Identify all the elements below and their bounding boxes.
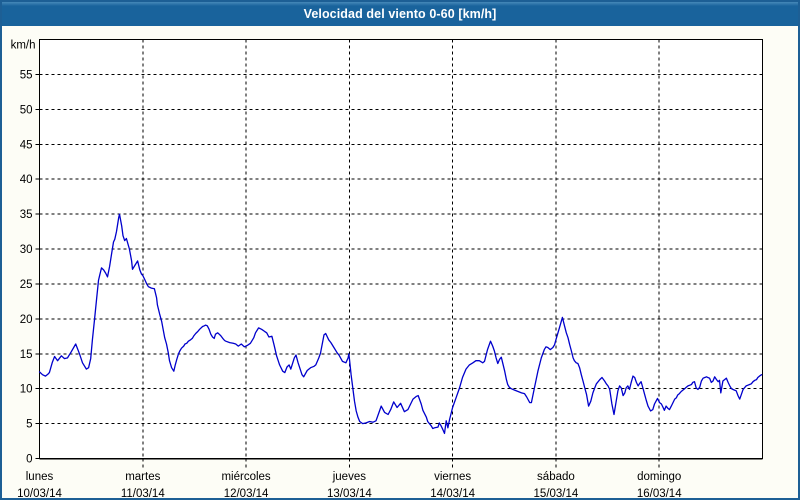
y-tick-label: 55 (20, 69, 33, 81)
day-name-label: lunes (26, 471, 54, 483)
wind-speed-line (38, 213, 763, 435)
day-name-label: jueves (332, 471, 366, 483)
day-name-label: martes (125, 471, 160, 483)
day-date-label: 14/03/14 (430, 488, 475, 498)
day-name-label: viernes (434, 471, 471, 483)
day-name-label: miércoles (221, 471, 270, 483)
day-date-label: 13/03/14 (327, 488, 372, 498)
y-tick-label: 45 (20, 139, 33, 151)
chart-title-bar: Velocidad del viento 0-60 [km/h] (2, 2, 798, 26)
y-axis-unit-label: km/h (11, 40, 36, 52)
day-name-label: domingo (637, 471, 681, 483)
y-tick-label: 20 (20, 314, 33, 326)
y-tick-label: 5 (26, 419, 32, 431)
y-tick-label: 25 (20, 279, 33, 291)
day-date-label: 12/03/14 (224, 488, 269, 498)
y-tick-label: 35 (20, 209, 33, 221)
day-date-label: 11/03/14 (121, 488, 166, 498)
y-tick-label: 40 (20, 174, 33, 186)
day-name-label: sábado (537, 471, 575, 483)
day-date-label: 15/03/14 (534, 488, 579, 498)
wind-speed-chart: 0 5 10 15 20 25 30 35 40 45 50 55 km/h lunes 10/03/14 m… (2, 26, 798, 498)
chart-title: Velocidad del viento 0-60 [km/h] (303, 7, 497, 21)
y-tick-label: 0 (26, 454, 32, 466)
wind-speed-chart-svg: 0 5 10 15 20 25 30 35 40 45 50 55 km/h lunes 10/03/14 m… (11, 39, 763, 498)
day-date-label: 10/03/14 (17, 488, 62, 498)
y-tick-label: 15 (20, 349, 33, 361)
y-tick-label: 30 (20, 244, 33, 256)
day-date-label: 16/03/14 (637, 488, 682, 498)
y-tick-label: 10 (20, 384, 33, 396)
y-tick-label: 50 (20, 104, 33, 116)
